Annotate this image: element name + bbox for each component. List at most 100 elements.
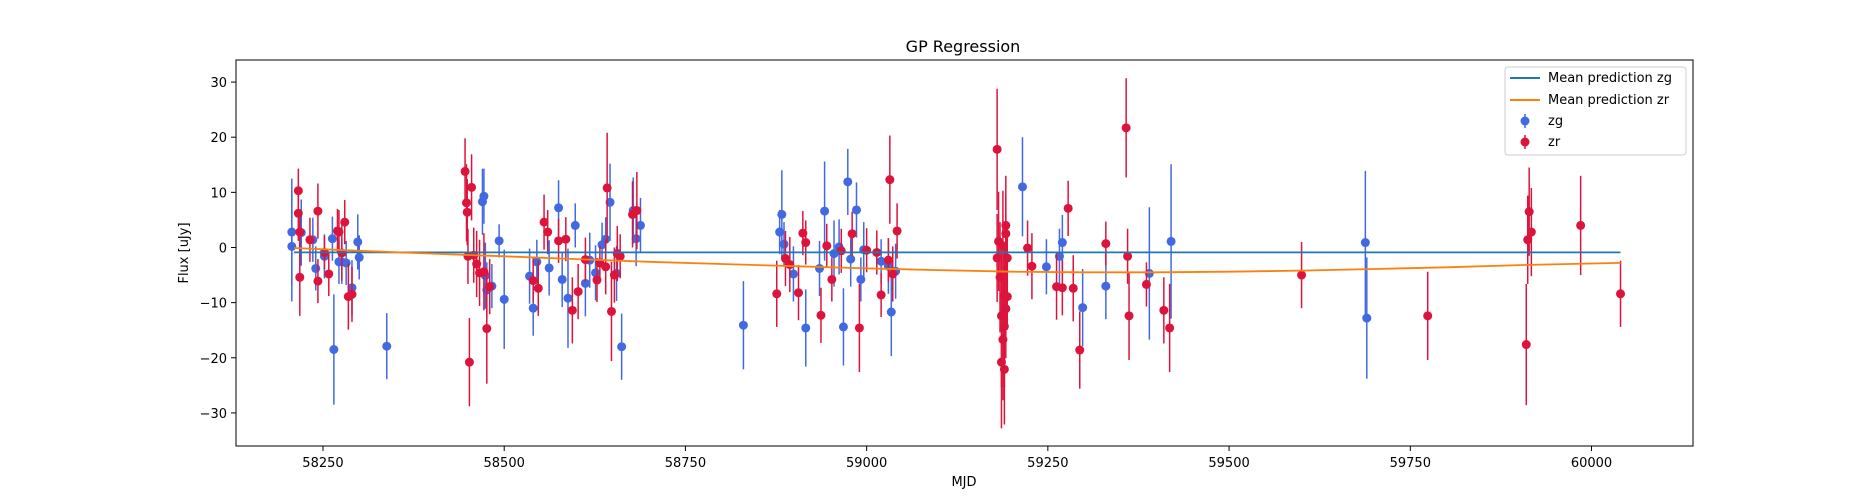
point-zg-4 — [311, 263, 321, 273]
y-axis-label: Flux [uJy] — [177, 222, 192, 283]
point-zg-12 — [353, 237, 363, 247]
point-zr-46 — [772, 289, 782, 299]
point-zr-62 — [885, 175, 895, 185]
point-zg-54 — [851, 205, 861, 215]
point-zr-63 — [888, 269, 898, 279]
x-tick-label-60000: 60000 — [1571, 456, 1612, 471]
point-zr-8 — [324, 269, 334, 279]
point-zg-42 — [775, 227, 785, 237]
point-zg-51 — [838, 322, 848, 332]
point-zr-86 — [1068, 283, 1078, 293]
point-zg-13 — [354, 252, 364, 262]
point-zr-15 — [460, 166, 470, 176]
series-zr — [293, 78, 1626, 429]
point-zr-85 — [1063, 203, 1073, 213]
point-zr-58 — [862, 245, 872, 255]
x-axis-label: MJD — [951, 475, 976, 490]
point-zr-26 — [485, 282, 495, 292]
x-tick-label-59750: 59750 — [1390, 456, 1431, 471]
point-zg-7 — [329, 345, 339, 354]
point-zg-65 — [1078, 303, 1088, 313]
legend-label-zr: zr — [1548, 135, 1561, 150]
point-zr-90 — [1123, 251, 1133, 261]
point-zg-14 — [382, 341, 392, 351]
point-zr-100 — [1526, 227, 1536, 237]
point-zr-64 — [892, 226, 902, 236]
legend-marker-zg — [1520, 116, 1530, 126]
x-tick-label-59500: 59500 — [1208, 456, 1249, 471]
point-zr-88 — [1101, 239, 1111, 249]
point-zr-43 — [615, 251, 625, 261]
point-zr-2 — [295, 227, 305, 237]
point-zg-37 — [617, 342, 627, 352]
point-zr-92 — [1141, 279, 1151, 289]
point-zg-21 — [499, 294, 509, 304]
point-zr-39 — [602, 183, 612, 193]
point-zr-101 — [1576, 220, 1586, 230]
point-zr-99 — [1524, 207, 1534, 217]
point-zr-20 — [467, 182, 477, 192]
point-zg-28 — [563, 293, 573, 303]
x-tick-label-59250: 59250 — [1027, 456, 1068, 471]
y-axis: −30 −20 −10 0 10 20 30 — [200, 76, 236, 422]
point-zr-84 — [1057, 283, 1067, 293]
point-zr-5 — [313, 206, 323, 216]
point-zr-31 — [554, 236, 564, 246]
point-zr-4 — [305, 235, 315, 245]
point-zg-62 — [1041, 262, 1051, 272]
point-zg-47 — [815, 263, 825, 273]
legend-label-zr-mean: Mean prediction zr — [1548, 93, 1670, 108]
point-zg-27 — [557, 274, 567, 284]
point-zr-93 — [1159, 305, 1169, 315]
point-zr-52 — [816, 310, 826, 320]
point-zr-94 — [1165, 323, 1175, 333]
x-tick-label-58750: 58750 — [665, 456, 706, 471]
point-zr-28 — [533, 283, 543, 293]
point-zg-53 — [846, 254, 856, 264]
y-tick-label-0: 0 — [219, 241, 227, 256]
line-mean-prediction-zr — [293, 247, 1621, 274]
point-zr-1 — [293, 186, 303, 196]
point-zr-82 — [1027, 261, 1037, 271]
point-zr-79 — [1002, 292, 1012, 302]
point-zg-20 — [494, 236, 504, 246]
point-zr-12 — [340, 217, 350, 227]
point-zr-55 — [836, 246, 846, 256]
y-tick-label-20: 20 — [210, 131, 227, 146]
point-zg-57 — [876, 256, 886, 266]
point-zr-27 — [528, 276, 538, 286]
point-zg-43 — [777, 209, 787, 219]
y-tick-label-10: 10 — [210, 186, 227, 201]
point-zr-19 — [464, 357, 474, 367]
point-zg-45 — [788, 269, 798, 279]
axes-frame — [235, 59, 1694, 447]
point-zr-0 — [293, 208, 303, 218]
point-zr-34 — [573, 287, 583, 297]
point-zg-32 — [591, 268, 601, 278]
point-zg-6 — [327, 234, 337, 244]
point-zg-44 — [779, 239, 789, 249]
point-zg-69 — [1360, 238, 1370, 248]
legend: Mean prediction zg Mean prediction zr zg… — [1504, 66, 1687, 156]
point-zg-23 — [528, 303, 538, 313]
point-zr-95 — [1297, 270, 1307, 280]
point-zr-49 — [794, 288, 804, 298]
point-zg-68 — [1166, 236, 1176, 246]
point-zg-25 — [544, 263, 554, 273]
point-zr-25 — [482, 324, 492, 334]
point-zr-61 — [883, 255, 893, 265]
point-zr-97 — [1521, 340, 1531, 350]
point-zg-24 — [532, 257, 542, 267]
point-zr-81 — [1023, 243, 1033, 253]
point-zr-80 — [1002, 253, 1012, 263]
point-zr-33 — [567, 305, 577, 315]
point-zg-41 — [738, 320, 748, 330]
point-zr-102 — [1616, 289, 1626, 299]
point-zr-32 — [561, 234, 571, 244]
legend-label-zg-mean: Mean prediction zg — [1548, 71, 1672, 86]
point-zr-77 — [1001, 304, 1011, 314]
y-tick-label--20: −20 — [200, 352, 227, 367]
point-zr-53 — [822, 241, 832, 251]
point-zr-14 — [347, 289, 357, 299]
